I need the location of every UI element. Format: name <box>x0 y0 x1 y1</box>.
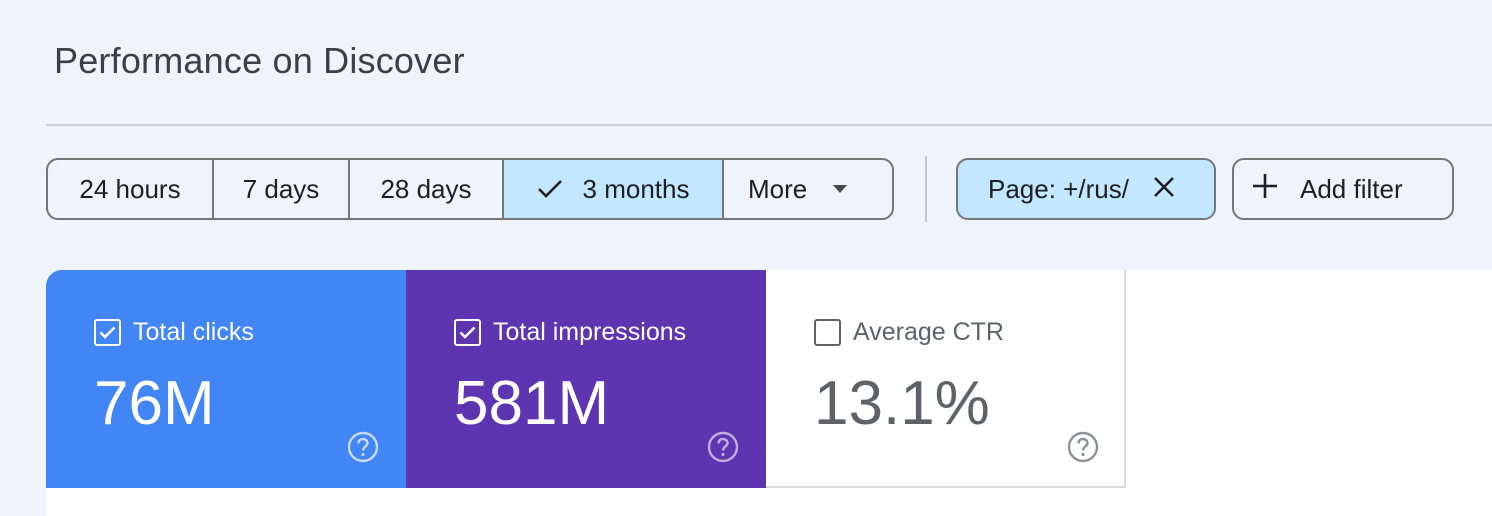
metric-label: Total clicks <box>133 318 254 346</box>
filter-chip-label: Page: +/rus/ <box>988 173 1129 204</box>
range-label: 7 days <box>242 173 320 204</box>
range-28-days-button[interactable]: 28 days <box>350 160 504 218</box>
checkbox-checked-icon[interactable] <box>454 319 481 346</box>
plus-icon <box>1252 173 1278 206</box>
add-filter-label: Add filter <box>1300 173 1403 204</box>
range-label: More <box>748 173 808 204</box>
metric-label-row: Total impressions <box>454 318 686 347</box>
total-clicks-card[interactable]: Total clicks 76M <box>46 270 406 488</box>
range-24-hours-button[interactable]: 24 hours <box>48 160 214 218</box>
range-7-days-button[interactable]: 7 days <box>214 160 350 218</box>
metric-cards: Total clicks 76M Total impressions 581M … <box>46 270 1492 516</box>
help-icon[interactable] <box>346 430 380 469</box>
metric-label-row: Average CTR <box>814 318 1004 347</box>
metric-label-row: Total clicks <box>94 318 254 347</box>
range-3-months-button[interactable]: 3 months <box>504 160 724 218</box>
dropdown-arrow-icon <box>833 185 848 193</box>
range-more-dropdown[interactable]: More <box>724 160 892 218</box>
range-label: 3 months <box>582 173 690 204</box>
metric-value: 13.1% <box>814 369 990 438</box>
checkbox-unchecked-icon[interactable] <box>814 319 841 346</box>
toolbar-separator <box>925 156 927 222</box>
checkbox-checked-icon[interactable] <box>94 319 121 346</box>
help-icon[interactable] <box>706 430 740 469</box>
range-label: 28 days <box>380 173 472 204</box>
metric-label: Total impressions <box>493 318 687 346</box>
header-divider <box>46 124 1492 126</box>
check-icon <box>537 179 563 199</box>
page-title: Performance on Discover <box>54 40 465 81</box>
metric-label: Average CTR <box>853 318 1004 346</box>
metric-value: 76M <box>94 369 215 438</box>
range-label: 24 hours <box>79 173 181 204</box>
add-filter-button[interactable]: Add filter <box>1232 158 1454 220</box>
help-icon[interactable] <box>1066 430 1100 469</box>
metric-value: 581M <box>454 369 610 438</box>
close-icon[interactable] <box>1153 174 1175 205</box>
average-ctr-card[interactable]: Average CTR 13.1% <box>766 270 1126 488</box>
date-range-selector: 24 hours 7 days 28 days 3 months More <box>46 158 894 220</box>
page-filter-chip[interactable]: Page: +/rus/ <box>956 158 1216 220</box>
total-impressions-card[interactable]: Total impressions 581M <box>406 270 766 488</box>
